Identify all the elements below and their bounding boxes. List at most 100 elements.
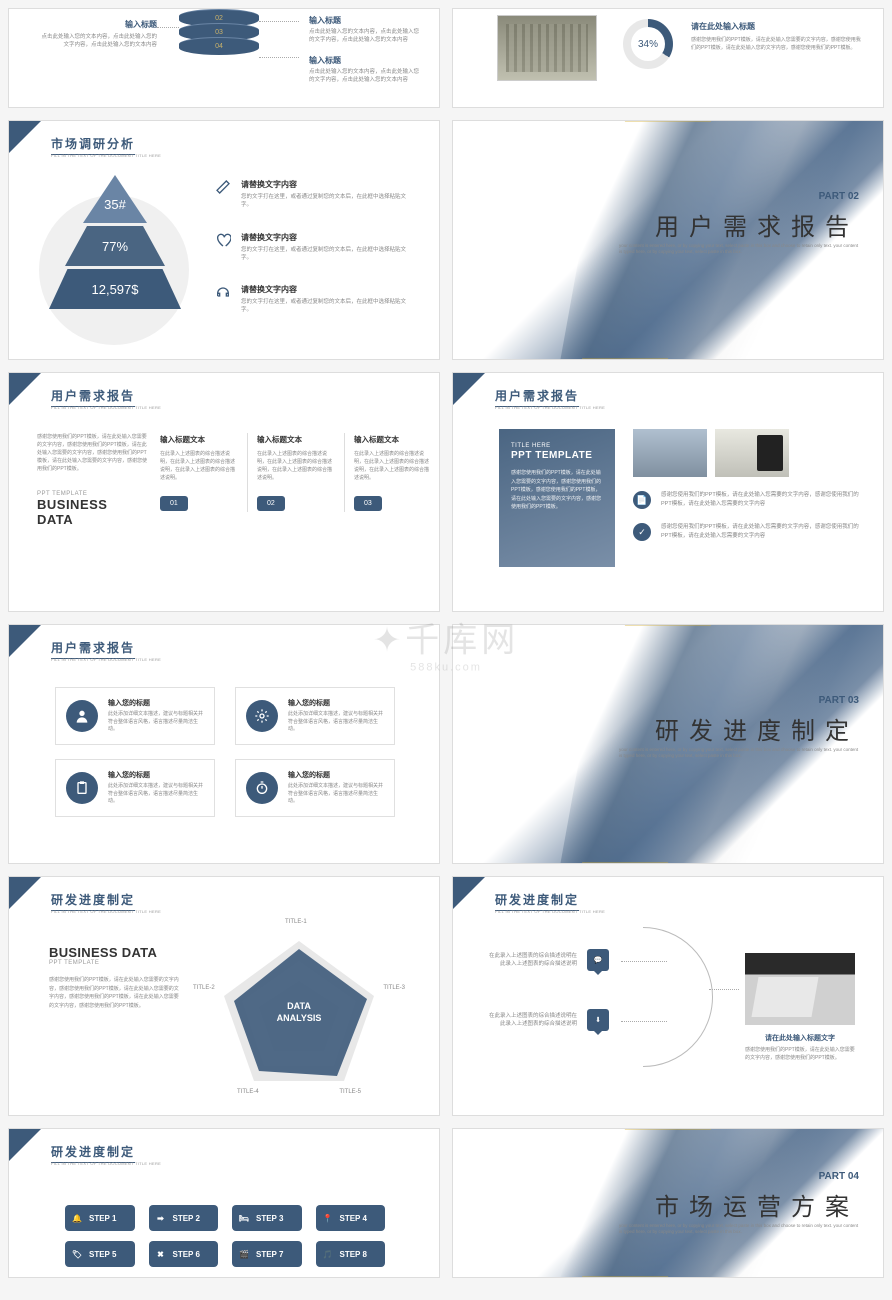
slide-title: 用户需求报告 (495, 387, 579, 407)
arc-decoration (573, 927, 713, 1067)
part-label: PART 03 (819, 695, 859, 706)
steps-grid: 🔔STEP 1 ➡STEP 2 🛏STEP 3 📍STEP 4 🏷STEP 5 … (65, 1205, 385, 1267)
part-title: 研发进度制定 (655, 711, 859, 746)
list-item: ✓ 感谢您使用我们的PPT模板，请在此处输入您需要的文字内容，感谢您使用我们的P… (633, 523, 863, 541)
cylinder-number: 03 (215, 29, 223, 36)
description: 在此录入上述图表的综合描述说明，在此录入上述图表的综合描述说明，在此录入上述图表… (354, 450, 432, 482)
music-icon: 🎵 (322, 1248, 334, 1260)
step-label: STEP 7 (256, 1250, 283, 1259)
part-description: your content is entered here, or by copy… (619, 1223, 859, 1236)
image-placeholder (633, 429, 707, 477)
connector-line (621, 1021, 667, 1022)
caption-label: 请在此处输入标题文字 (745, 1033, 855, 1043)
chat-icon: 💬 (587, 949, 609, 971)
slide-section-part3: PART 03 研发进度制定 your content is entered h… (452, 624, 884, 864)
slide-pyramid: 市场调研分析 FILL IN THE TEXT OF THE DOCUMENT … (8, 120, 440, 360)
slide1-left-text: 输入标题 点击此处输入您的文本内容，点击此处输入您的文字内容，点击此处输入您的文… (37, 19, 157, 50)
cylinder-number: 02 (215, 15, 223, 22)
column: 输入标题文本 在此录入上述图表的综合描述说明，在此录入上述图表的综合描述说明，在… (159, 433, 239, 512)
corner-decoration (9, 121, 41, 153)
corner-decoration (9, 1129, 41, 1161)
paragraph: 感谢您使用我们的PPT模板，请在此处输入您需要的文字内容，感谢您使用我们的PPT… (49, 976, 179, 1010)
headphones-icon (215, 284, 231, 300)
description: 此处添加详细文本描述，建议与标题相关并符合整体语言风格，语言描述尽量简洁生动。 (288, 783, 384, 806)
label: 输入标题文本 (160, 434, 238, 445)
legend-item: 请替换文字内容您的文字打在这里，或者通过复制您的文本后，在此框中选择粘贴文字。 (215, 284, 415, 315)
bell-icon: 🔔 (71, 1212, 83, 1224)
pyramid-value: 12,597$ (92, 282, 139, 297)
arrow-icon: ➡ (155, 1212, 167, 1224)
label: 请替换文字内容 (241, 284, 415, 295)
slide-business-data: 用户需求报告 FILL IN THE TEXT OF THE DOCUMENT … (8, 372, 440, 612)
description: 在此录入上述图表的综合描述说明，在此录入上述图表的综合描述说明，在此录入上述图表… (160, 450, 238, 482)
slide-title: 研发进度制定 (495, 891, 579, 911)
heart-icon (215, 232, 231, 248)
slide-ppt-template-card: 用户需求报告 FILL IN THE TEXT OF THE DOCUMENT … (452, 372, 884, 612)
icon-box: 输入您的标题此处添加详细文本描述，建议与标题相关并符合整体语言风格，语言描述尽量… (235, 687, 395, 745)
description: 此处添加详细文本描述，建议与标题相关并符合整体语言风格，语言描述尽量简洁生动。 (108, 711, 204, 734)
office-photo-placeholder (497, 15, 597, 81)
label: 输入您的标题 (108, 770, 204, 780)
slide-section-part4: PART 04 市场运营方案 your content is entered h… (452, 1128, 884, 1278)
radar-chart: DATA ANALYSIS TITLE-1 TITLE-2 TITLE-3 TI… (199, 921, 399, 1101)
callout-text: 在此录入上述图表的综合描述说明在此录入上述图表的综合描述说明 (487, 1012, 577, 1029)
thumbnail-row (633, 429, 863, 477)
cylinder-layer: 04 (179, 37, 259, 55)
photo-caption: 请在此处输入标题文字 感谢您使用我们的PPT模板，请在此处输入您需要的文字内容，… (745, 1033, 855, 1062)
pyramid-tier: 12,597$ (49, 269, 181, 309)
pencil-icon (215, 179, 231, 195)
gear-icon (246, 700, 278, 732)
slide-subtitle: FILL IN THE TEXT OF THE DOCUMENT TITLE H… (51, 657, 161, 662)
slide-donut-partial: 34% 请在此处输入标题 感谢您使用我们的PPT模板，请在此处输入您需要的文字内… (452, 8, 884, 108)
step-button: ✖STEP 6 (149, 1241, 219, 1267)
description: 您的文字打在这里，或者通过复制您的文本后，在此框中选择粘贴文字。 (241, 246, 415, 263)
radar-label: TITLE-2 (193, 985, 215, 991)
column: 输入标题文本 在此录入上述图表的综合描述说明，在此录入上述图表的综合描述说明，在… (353, 433, 433, 512)
list-item: 📄 感谢您使用我们的PPT模板，请在此处输入您需要的文字内容，感谢您使用我们的P… (633, 491, 863, 509)
description: 点击此处输入您的文本内容，点击此处输入您的文字内容，点击此处输入您的文本内容 (309, 28, 419, 45)
label: 输入标题 (309, 15, 419, 26)
radar-label: TITLE-3 (383, 985, 405, 991)
label: 请在此处输入标题 (691, 21, 861, 32)
pyramid-chart: 35# 77% 12,597$ (49, 175, 181, 312)
heading: BUSINESS DATA (49, 945, 179, 960)
slide-title: 研发进度制定 (51, 1143, 135, 1163)
corner-decoration (9, 373, 41, 405)
item-text: 感谢您使用我们的PPT模板，请在此处输入您需要的文字内容，感谢您使用我们的PPT… (661, 523, 863, 541)
svg-text:DATA: DATA (287, 1001, 311, 1011)
tag-icon: 🏷 (71, 1248, 83, 1260)
download-icon: ⬇ (587, 1009, 609, 1031)
label: 输入标题 (309, 55, 419, 66)
part-description: your content is entered here, or by copy… (619, 243, 859, 256)
description: 此处添加详细文本描述，建议与标题相关并符合整体语言风格，语言描述尽量简洁生动。 (288, 711, 384, 734)
template-gallery: ✦千库网 588ku.com 输入标题 点击此处输入您的文本内容，点击此处输入您… (0, 0, 892, 1286)
callout-text: 在此录入上述图表的综合描述说明在此录入上述图表的综合描述说明 (487, 952, 577, 969)
step-button: 🎬STEP 7 (232, 1241, 302, 1267)
check-icon: ✓ (633, 523, 651, 541)
connector-line (621, 961, 667, 962)
step-label: STEP 1 (89, 1214, 116, 1223)
document-icon: 📄 (633, 491, 651, 509)
column: 输入标题文本 在此录入上述图表的综合描述说明，在此录入上述图表的综合描述说明，在… (256, 433, 336, 512)
connector-line (259, 21, 299, 22)
label: 请替换文字内容 (241, 232, 415, 243)
slide-four-boxes: 用户需求报告 FILL IN THE TEXT OF THE DOCUMENT … (8, 624, 440, 864)
cylinder-stack: 02 03 04 (179, 9, 259, 51)
label: 输入您的标题 (288, 698, 384, 708)
label: 输入您的标题 (288, 770, 384, 780)
text-item: 输入标题 点击此处输入您的文本内容，点击此处输入您的文字内容，点击此处输入您的文… (309, 15, 419, 45)
left-text-block: 感谢您使用我们的PPT模板，请在此处输入您需要的文字内容，感谢您使用我们的PPT… (37, 433, 147, 527)
step-button: 🛏STEP 3 (232, 1205, 302, 1231)
step-label: STEP 5 (89, 1250, 116, 1259)
label: 请替换文字内容 (241, 179, 415, 190)
step-button: ➡ STEP 2 (149, 1205, 219, 1231)
icon-box: 输入您的标题此处添加详细文本描述，建议与标题相关并符合整体语言风格，语言描述尽量… (55, 687, 215, 745)
callout-item: 在此录入上述图表的综合描述说明在此录入上述图表的综合描述说明 ⬇ (487, 1009, 609, 1031)
part-description: your content is entered here, or by copy… (619, 747, 859, 760)
step-label: STEP 2 (173, 1214, 200, 1223)
slide-section-part2: PART 02 用户需求报告 your content is entered h… (452, 120, 884, 360)
slide-subtitle: FILL IN THE TEXT OF THE DOCUMENT TITLE H… (495, 405, 605, 410)
description: 您的文字打在这里，或者通过复制您的文本后，在此框中选择粘贴文字。 (241, 193, 415, 210)
left-text: BUSINESS DATA PPT TEMPLATE 感谢您使用我们的PPT模板… (49, 945, 179, 1010)
close-icon: ✖ (155, 1248, 167, 1260)
